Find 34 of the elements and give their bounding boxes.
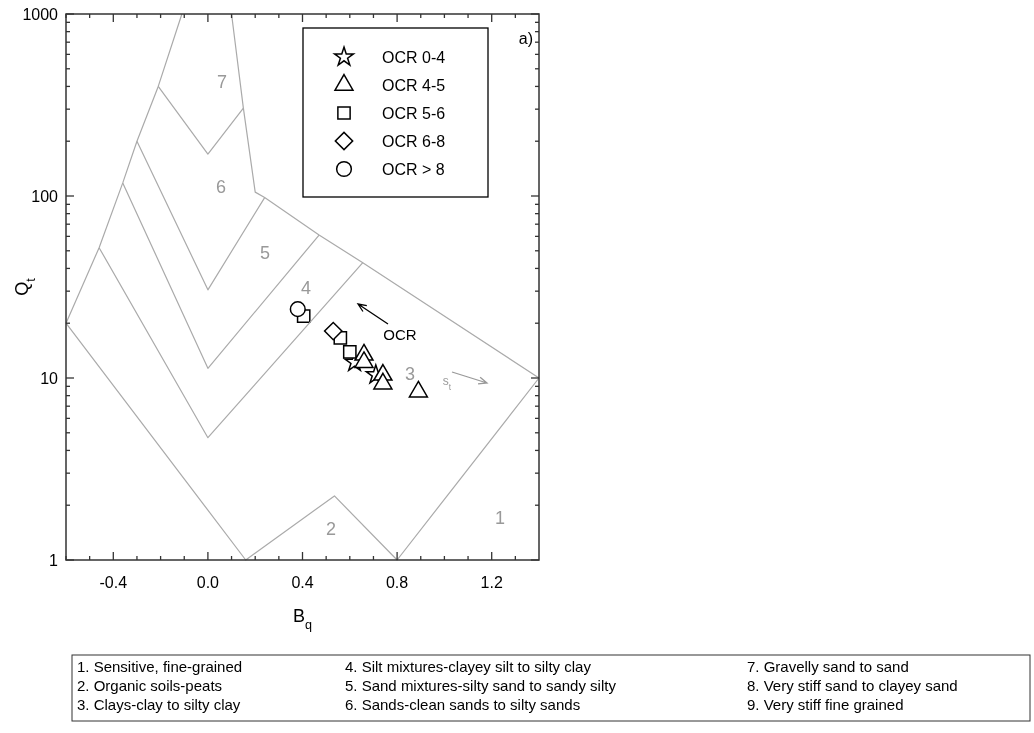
annotation: OCR: [383, 326, 417, 343]
text: 1. Sensitive, fine-grained: [77, 658, 243, 675]
annotation: 4: [300, 278, 312, 298]
y-tick-label: 10: [40, 370, 59, 387]
text: 8. Very stiff sand to clayey sand: [747, 677, 958, 694]
x-tick-label: 0.4: [291, 574, 314, 591]
annotation: s$_{t}$: [442, 374, 452, 392]
legend-label: OCR 4-5: [382, 77, 446, 94]
annotation: 3: [404, 364, 416, 384]
annotation: 7: [216, 72, 228, 92]
annotation: 6: [215, 177, 227, 197]
text: 9. Very stiff fine grained: [747, 696, 904, 713]
text: 2. Organic soils-peats: [77, 677, 223, 694]
annotation: 1: [494, 508, 506, 528]
annotation: 5: [259, 243, 271, 263]
x-tick-label: 1.2: [480, 574, 503, 591]
y-tick-label: 1: [49, 552, 59, 569]
x-axis-title: B$_{q}$: [292, 606, 313, 632]
text: 7. Gravelly sand to sand: [747, 658, 909, 675]
x-tick-label: 0.0: [196, 574, 220, 591]
text: 5. Sand mixtures-silty sand to sandy silty: [345, 677, 617, 694]
annotation: a): [518, 30, 533, 47]
legend-label: OCR 5-6: [382, 105, 446, 122]
legend-label: OCR > 8: [382, 161, 445, 178]
x-tick-label: 0.8: [385, 574, 409, 591]
y-tick-label: 100: [31, 188, 59, 205]
x-tick-label: -0.4: [99, 574, 128, 591]
text: 6. Sands-clean sands to silty sands: [345, 696, 581, 713]
text: 4. Silt mixtures-clayey silt to silty clay: [345, 658, 592, 675]
text: 3. Clays-clay to silty clay: [77, 696, 241, 713]
legend-label: OCR 0-4: [382, 49, 446, 66]
annotation: 2: [325, 519, 337, 539]
y-tick-label: 1000: [22, 6, 59, 23]
legend-label: OCR 6-8: [382, 133, 446, 150]
